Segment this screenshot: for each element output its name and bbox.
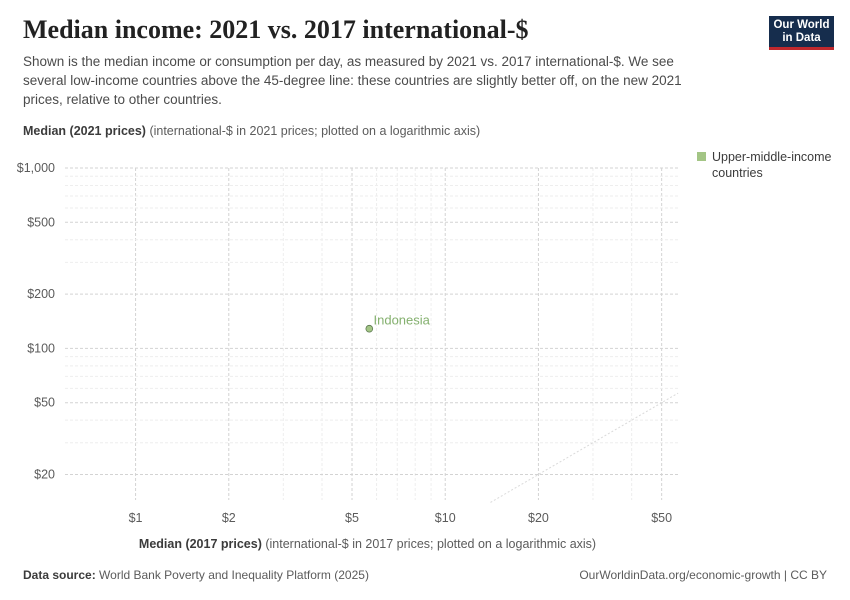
svg-text:$20: $20 bbox=[528, 511, 549, 525]
svg-text:$100: $100 bbox=[27, 341, 55, 355]
svg-text:$50: $50 bbox=[34, 396, 55, 410]
svg-text:$1: $1 bbox=[129, 511, 143, 525]
svg-text:$2: $2 bbox=[222, 511, 236, 525]
svg-text:$20: $20 bbox=[34, 467, 55, 481]
svg-text:Indonesia: Indonesia bbox=[374, 313, 431, 328]
svg-text:$50: $50 bbox=[651, 511, 672, 525]
svg-text:$5: $5 bbox=[345, 511, 359, 525]
svg-text:$1,000: $1,000 bbox=[17, 161, 55, 175]
svg-text:$10: $10 bbox=[435, 511, 456, 525]
svg-text:$500: $500 bbox=[27, 215, 55, 229]
svg-text:$200: $200 bbox=[27, 287, 55, 301]
